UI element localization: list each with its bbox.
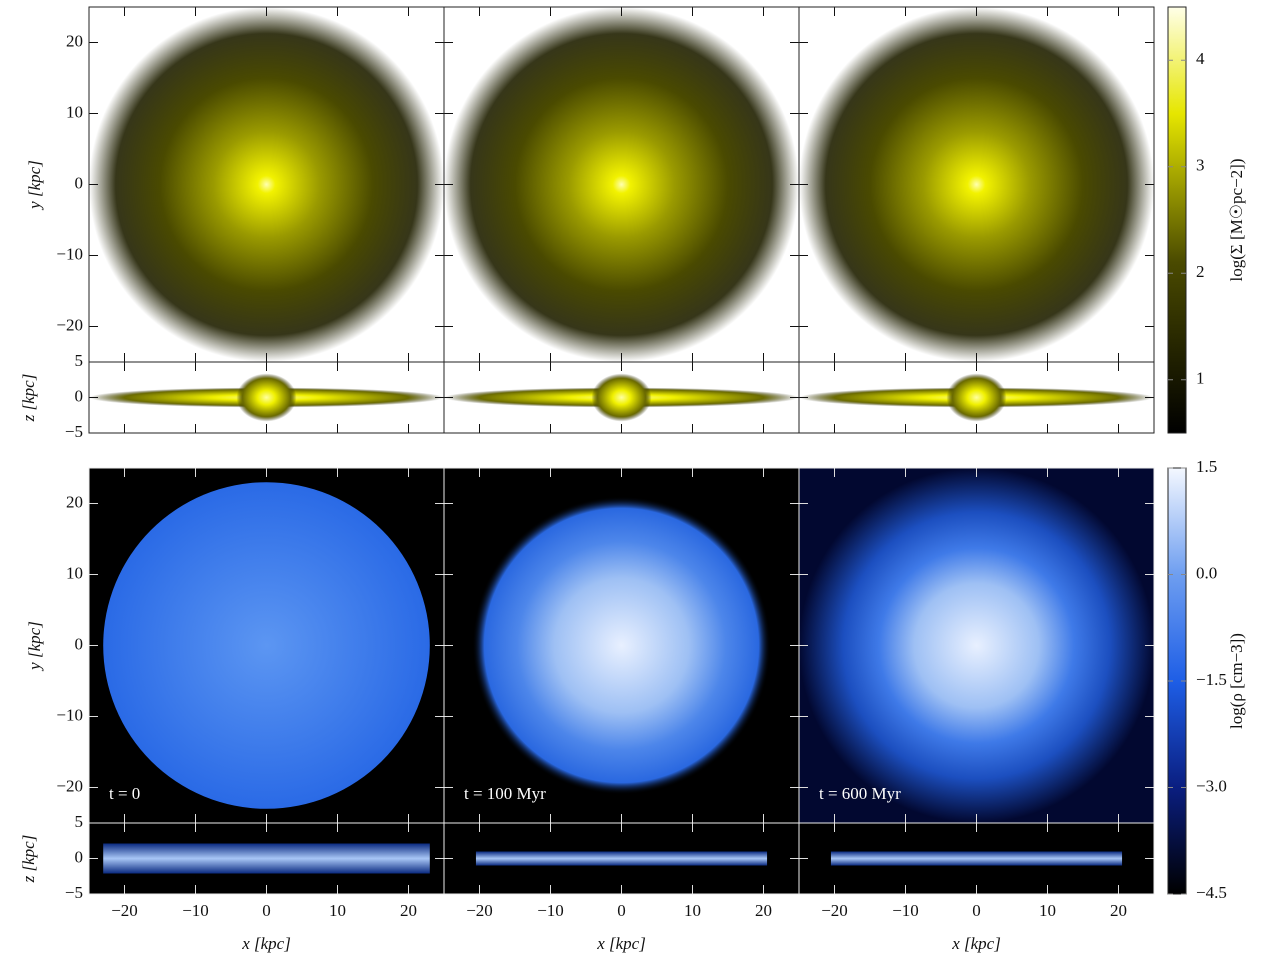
panel-frame	[798, 361, 1155, 434]
y-tick-label: 10	[66, 563, 83, 582]
panel-frame	[798, 822, 1155, 895]
colorbar-tick-label: 2	[1196, 262, 1205, 281]
z-tick-label: 0	[75, 386, 84, 405]
x-tick-label: 20	[755, 901, 772, 920]
colorbar-tick-label: −1.5	[1196, 670, 1227, 689]
colorbar-tick-label: 3	[1196, 156, 1205, 175]
time-annotation: t = 100 Myr	[464, 784, 546, 803]
y-tick-label: 20	[66, 31, 83, 50]
x-tick-label: 10	[684, 901, 701, 920]
time-annotation: t = 600 Myr	[819, 784, 901, 803]
stellar-bulge-image	[236, 373, 297, 422]
x-tick-label: 20	[400, 901, 417, 920]
x-tick-label: 0	[262, 901, 271, 920]
y-tick-label: −10	[56, 705, 83, 724]
x-tick-label: −10	[892, 901, 919, 920]
y-tick-label: 0	[75, 634, 84, 653]
gas-disk-image	[799, 468, 1154, 823]
colorbar-tick-label: 4	[1196, 49, 1205, 68]
colorbar-tick-label: 1	[1196, 369, 1205, 388]
colorbar-label: log(ρ [cm−3])	[1227, 633, 1246, 729]
colorbar-tick-label: 1.5	[1196, 457, 1217, 476]
colorbar-label: log(Σ [M☉pc−2])	[1227, 158, 1246, 281]
x-tick-label: 10	[1039, 901, 1056, 920]
stellar-bulge-image	[591, 373, 652, 422]
gas-disk-image	[472, 496, 771, 795]
stellar-disk-image	[89, 7, 444, 362]
x-tick-label: 20	[1110, 901, 1127, 920]
z-tick-label: −5	[65, 422, 83, 441]
x-axis-label: x [kpc]	[596, 934, 646, 953]
x-axis-label: x [kpc]	[241, 934, 291, 953]
y-tick-label: 10	[66, 102, 83, 121]
colorbar	[1167, 6, 1187, 434]
y-tick-label: −20	[56, 776, 83, 795]
colorbar-tick-label: 0.0	[1196, 563, 1217, 582]
z-tick-label: 5	[75, 812, 84, 831]
y-axis-label: y [kpc]	[25, 160, 44, 211]
z-tick-label: 5	[75, 351, 84, 370]
gas-disk-image	[103, 843, 430, 874]
z-axis-label: z [kpc]	[19, 835, 38, 884]
y-tick-label: −10	[56, 244, 83, 263]
z-tick-label: −5	[65, 883, 83, 902]
colorbar-tick-label: −3.0	[1196, 776, 1227, 795]
x-tick-label: −20	[821, 901, 848, 920]
stellar-disk-image	[444, 7, 799, 362]
x-tick-label: −10	[182, 901, 209, 920]
x-tick-label: −20	[111, 901, 138, 920]
gas-disk-image	[830, 851, 1123, 866]
x-tick-label: 0	[972, 901, 981, 920]
stellar-bulge-image	[946, 373, 1007, 422]
z-axis-label: z [kpc]	[19, 374, 38, 423]
x-tick-label: 10	[329, 901, 346, 920]
time-annotation: t = 0	[109, 784, 140, 803]
gas-disk-image	[475, 851, 768, 866]
x-tick-label: 0	[617, 901, 626, 920]
stellar-disk-image	[799, 7, 1154, 362]
x-axis-label: x [kpc]	[951, 934, 1001, 953]
y-axis-label: y [kpc]	[25, 621, 44, 672]
y-tick-label: 0	[75, 173, 84, 192]
z-tick-label: 0	[75, 847, 84, 866]
y-tick-label: 20	[66, 492, 83, 511]
y-tick-label: −20	[56, 315, 83, 334]
gas-disk-image	[103, 482, 430, 809]
x-tick-label: −10	[537, 901, 564, 920]
colorbar-tick-label: −4.5	[1196, 883, 1227, 902]
x-tick-label: −20	[466, 901, 493, 920]
